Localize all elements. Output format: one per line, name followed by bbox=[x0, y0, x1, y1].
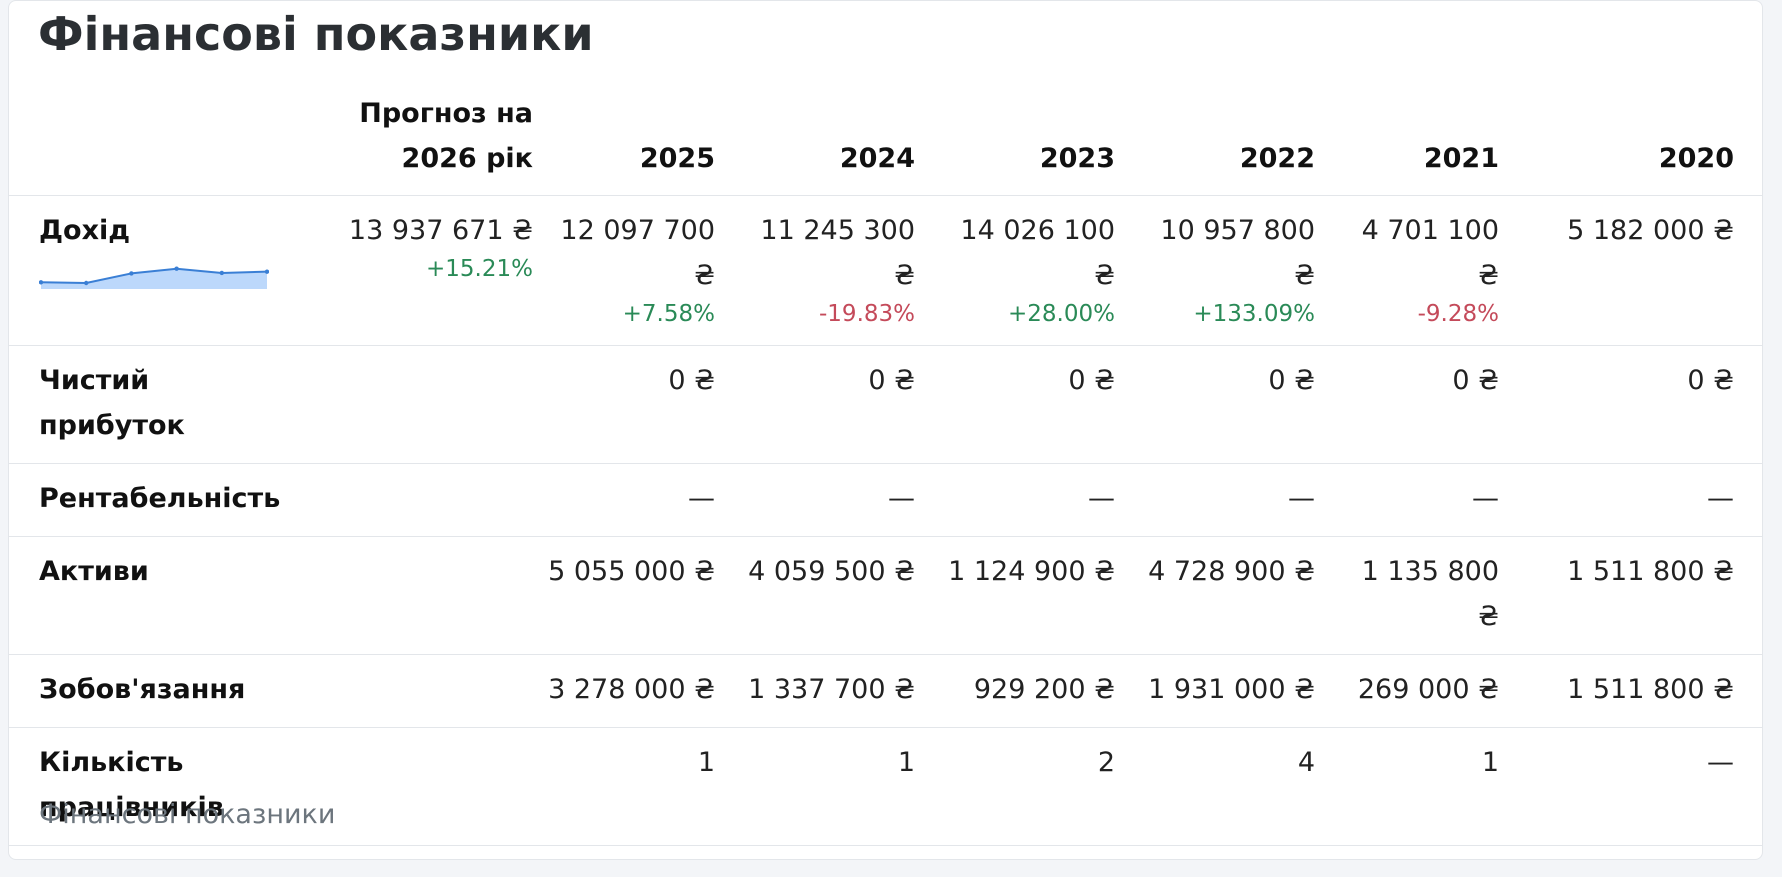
value-text: 10 957 800 ₴ bbox=[1160, 215, 1315, 291]
revenue-sparkline bbox=[39, 266, 269, 289]
table-header-row: Прогноз на 2026 рік 2025 2024 2023 2022 … bbox=[9, 85, 1762, 196]
metric-cell: Чистий прибуток bbox=[9, 345, 299, 464]
value-cell bbox=[299, 463, 545, 537]
sparkline-point bbox=[219, 270, 224, 276]
metric-cell: Зобов'язання bbox=[9, 654, 299, 728]
value-cell: 1 135 800 ₴ bbox=[1345, 536, 1529, 655]
value-cell: 929 200 ₴ bbox=[945, 654, 1145, 728]
value-text: 11 245 300 ₴ bbox=[760, 215, 915, 291]
page-title: Фінансові показники bbox=[38, 7, 594, 61]
value-cell: 1 bbox=[545, 727, 745, 846]
sparkline-point bbox=[264, 269, 269, 274]
value-cell bbox=[299, 345, 545, 464]
change-percent: +15.21% bbox=[426, 256, 533, 282]
table-row-liabilities: Зобов'язання 3 278 000 ₴ 1 337 700 ₴ 929… bbox=[9, 654, 1762, 728]
change-percent: -9.28% bbox=[1417, 301, 1499, 327]
sparkline-area bbox=[41, 268, 267, 289]
value-cell: 4 728 900 ₴ bbox=[1145, 536, 1345, 655]
metric-label: Зобов'язання bbox=[39, 674, 246, 705]
sparkline-point bbox=[84, 280, 89, 286]
value-cell: — bbox=[1145, 463, 1345, 537]
value-cell: 1 337 700 ₴ bbox=[745, 654, 945, 728]
value-cell: 4 701 100 ₴ -9.28% bbox=[1345, 195, 1529, 346]
value-text: 5 182 000 ₴ bbox=[1567, 215, 1734, 246]
value-cell: 4 bbox=[1145, 727, 1345, 846]
column-header: 2022 bbox=[1145, 85, 1345, 196]
value-cell: 0 ₴ bbox=[1345, 345, 1529, 464]
value-cell: 0 ₴ bbox=[1145, 345, 1345, 464]
value-cell: 1 511 800 ₴ bbox=[1529, 654, 1762, 728]
column-header: 2021 bbox=[1345, 85, 1529, 196]
value-cell: — bbox=[745, 463, 945, 537]
metric-label: Активи bbox=[39, 556, 149, 587]
financial-table: Прогноз на 2026 рік 2025 2024 2023 2022 … bbox=[9, 85, 1762, 846]
value-cell: 269 000 ₴ bbox=[1345, 654, 1529, 728]
column-header: 2023 bbox=[945, 85, 1145, 196]
metric-label: Кількість працівників bbox=[39, 747, 224, 823]
value-cell: 1 511 800 ₴ bbox=[1529, 536, 1762, 655]
value-cell: 1 bbox=[745, 727, 945, 846]
sparkline-point bbox=[129, 271, 134, 276]
value-cell: — bbox=[545, 463, 745, 537]
table-row-assets: Активи 5 055 000 ₴ 4 059 500 ₴ 1 124 900… bbox=[9, 536, 1762, 655]
value-cell: 10 957 800 ₴ +133.09% bbox=[1145, 195, 1345, 346]
value-cell: — bbox=[1345, 463, 1529, 537]
value-cell: — bbox=[1529, 463, 1762, 537]
sparkline-point bbox=[39, 280, 44, 285]
value-cell: 1 124 900 ₴ bbox=[945, 536, 1145, 655]
value-cell: 2 bbox=[945, 727, 1145, 846]
metric-cell: Кількість працівників bbox=[9, 727, 299, 846]
value-text: 13 937 671 ₴ bbox=[348, 215, 533, 246]
value-text: 12 097 700 ₴ bbox=[560, 215, 715, 291]
column-header: 2020 bbox=[1529, 85, 1762, 196]
value-cell bbox=[299, 536, 545, 655]
value-cell: 0 ₴ bbox=[545, 345, 745, 464]
change-percent: +28.00% bbox=[1008, 301, 1115, 327]
change-percent: -19.83% bbox=[819, 301, 915, 327]
sparkline-point bbox=[174, 266, 179, 271]
column-header: 2024 bbox=[745, 85, 945, 196]
change-percent: +7.58% bbox=[622, 301, 715, 327]
table-row-profitability: Рентабельність — — — — — — bbox=[9, 463, 1762, 537]
value-cell: 5 055 000 ₴ bbox=[545, 536, 745, 655]
table-row-net-profit: Чистий прибуток 0 ₴ 0 ₴ 0 ₴ 0 ₴ 0 ₴ 0 ₴ bbox=[9, 345, 1762, 464]
value-cell: 1 931 000 ₴ bbox=[1145, 654, 1345, 728]
footer-caption: Фінансові показники bbox=[39, 799, 336, 830]
value-cell: 14 026 100 ₴ +28.00% bbox=[945, 195, 1145, 346]
column-header: Прогноз на 2026 рік bbox=[299, 85, 545, 196]
value-cell: 4 059 500 ₴ bbox=[745, 536, 945, 655]
metric-cell: Активи bbox=[9, 536, 299, 655]
value-cell: 5 182 000 ₴ bbox=[1529, 195, 1762, 346]
value-cell bbox=[299, 654, 545, 728]
metric-cell: Дохід bbox=[9, 195, 299, 346]
column-header: 2025 bbox=[545, 85, 745, 196]
table-row-revenue: Дохід 13 937 671 ₴ +15.21% 12 097 700 ₴ … bbox=[9, 195, 1762, 346]
value-cell: 11 245 300 ₴ -19.83% bbox=[745, 195, 945, 346]
change-percent: +133.09% bbox=[1193, 301, 1315, 327]
value-cell: 0 ₴ bbox=[1529, 345, 1762, 464]
metric-cell: Рентабельність bbox=[9, 463, 299, 537]
metric-label: Рентабельність bbox=[39, 483, 281, 514]
value-cell bbox=[299, 727, 545, 846]
table-row-employees: Кількість працівників 1 1 2 4 1 — bbox=[9, 727, 1762, 846]
value-cell: 13 937 671 ₴ +15.21% bbox=[299, 195, 545, 346]
header-corner bbox=[9, 85, 299, 196]
financial-card: Фінансові показники Прогноз на 2026 рік … bbox=[8, 0, 1763, 860]
value-cell: 0 ₴ bbox=[745, 345, 945, 464]
value-cell: 12 097 700 ₴ +7.58% bbox=[545, 195, 745, 346]
value-cell: — bbox=[945, 463, 1145, 537]
value-cell: 1 bbox=[1345, 727, 1529, 846]
value-cell: — bbox=[1529, 727, 1762, 846]
value-text: 4 701 100 ₴ bbox=[1361, 215, 1499, 291]
sparkline-line bbox=[40, 267, 268, 285]
value-text: 14 026 100 ₴ bbox=[960, 215, 1115, 291]
value-cell: 3 278 000 ₴ bbox=[545, 654, 745, 728]
metric-label: Дохід bbox=[39, 215, 131, 246]
value-cell: 0 ₴ bbox=[945, 345, 1145, 464]
metric-label: Чистий прибуток bbox=[39, 365, 185, 441]
